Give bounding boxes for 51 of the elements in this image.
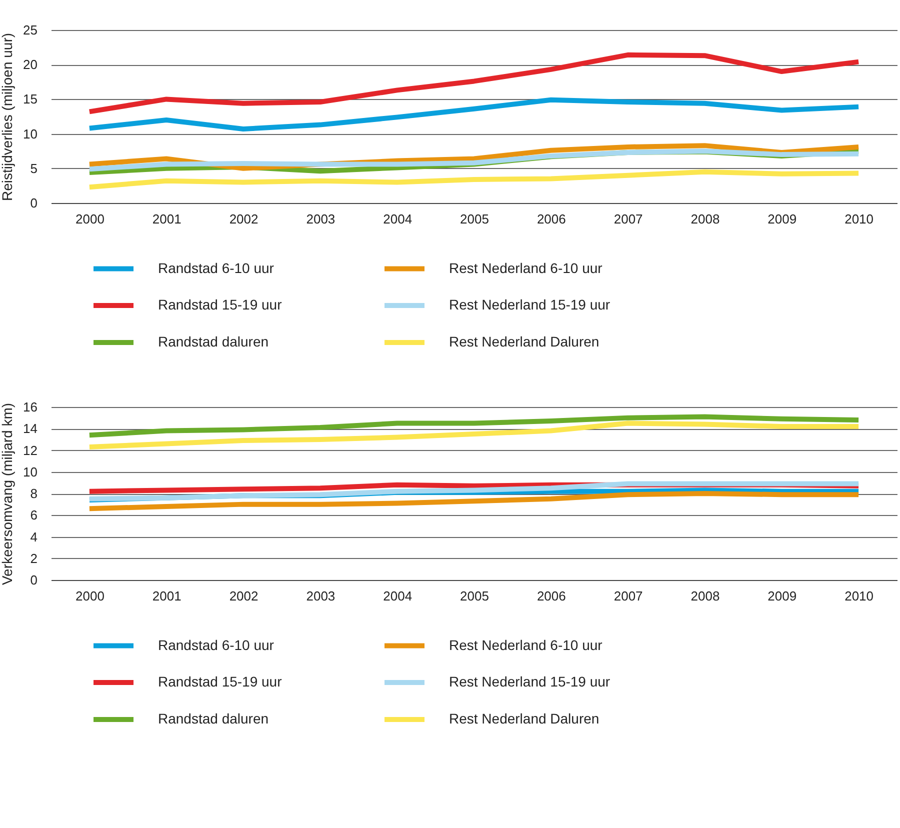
x-tick-label: 2002 — [229, 212, 258, 226]
x-tick-label: 2009 — [768, 212, 797, 226]
legend-label: Rest Nederland 15-19 uur — [449, 674, 610, 690]
y-tick-label: 0 — [30, 196, 38, 210]
x-tick-label: 2006 — [536, 588, 566, 604]
x-tick-label: 2008 — [690, 212, 720, 226]
y-tick-label: 12 — [23, 442, 38, 458]
y-axis-title: Verkeersomvang (miljard km) — [0, 402, 16, 586]
x-tick-label: 2010 — [844, 212, 874, 226]
x-tick-label: 2009 — [768, 588, 797, 604]
x-tick-label: 2004 — [383, 588, 412, 604]
legend-label: Randstad 15-19 uur — [158, 296, 282, 312]
legend-label: Randstad daluren — [158, 710, 269, 726]
x-tick-label: 2002 — [229, 588, 258, 604]
x-tick-label: 2003 — [306, 212, 336, 226]
legend-label: Rest Nederland Daluren — [449, 710, 600, 726]
legend-label: Rest Nederland 15-19 uur — [449, 296, 610, 312]
x-tick-label: 2001 — [152, 588, 182, 604]
y-tick-label: 8 — [30, 486, 38, 501]
legend-label: Randstad 6-10 uur — [158, 260, 274, 276]
y-tick-label: 2 — [30, 550, 38, 566]
y-tick-label: 14 — [23, 421, 38, 436]
legend-label: Randstad 6-10 uur — [158, 636, 274, 653]
x-tick-label: 2008 — [690, 588, 720, 604]
y-tick-label: 6 — [30, 508, 38, 523]
legend-label: Rest Nederland Daluren — [449, 334, 600, 350]
x-tick-label: 2000 — [75, 212, 104, 226]
x-tick-label: 2005 — [460, 588, 489, 604]
y-tick-label: 0 — [30, 572, 38, 588]
y-tick-label: 15 — [23, 92, 38, 107]
y-tick-label: 10 — [23, 464, 38, 480]
y-axis-title: Reistijdverlies (miljoen uur) — [0, 32, 16, 202]
x-tick-label: 2007 — [614, 212, 643, 226]
y-tick-label: 16 — [23, 400, 38, 414]
legend-label: Randstad 15-19 uur — [158, 674, 282, 690]
y-tick-label: 4 — [30, 529, 38, 544]
legend-label: Rest Nederland 6-10 uur — [449, 636, 603, 653]
y-tick-label: 5 — [30, 160, 38, 176]
x-tick-label: 2010 — [844, 588, 874, 604]
x-tick-label: 2006 — [536, 212, 566, 226]
legend-label: Randstad daluren — [158, 334, 269, 350]
x-tick-label: 2000 — [75, 588, 104, 604]
x-tick-label: 2001 — [152, 212, 182, 226]
x-tick-label: 2003 — [306, 588, 336, 604]
legend-label: Rest Nederland 6-10 uur — [449, 260, 603, 276]
x-tick-label: 2004 — [383, 212, 412, 226]
y-tick-label: 20 — [23, 57, 38, 72]
y-tick-label: 25 — [23, 22, 38, 38]
x-tick-label: 2007 — [614, 588, 643, 604]
x-tick-label: 2005 — [460, 212, 489, 226]
y-tick-label: 10 — [23, 126, 38, 142]
